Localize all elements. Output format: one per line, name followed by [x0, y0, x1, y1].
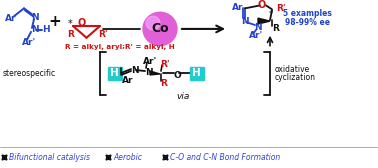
Text: H: H	[42, 25, 50, 34]
Text: Ar': Ar'	[143, 57, 157, 66]
Circle shape	[143, 12, 177, 46]
Polygon shape	[258, 18, 270, 24]
Text: Ar: Ar	[232, 3, 243, 12]
FancyBboxPatch shape	[107, 67, 121, 80]
Text: Ar: Ar	[5, 14, 17, 23]
Text: +: +	[49, 14, 61, 29]
Text: R: R	[67, 30, 74, 39]
Polygon shape	[150, 71, 160, 75]
Text: R: R	[160, 79, 167, 88]
Text: N: N	[254, 24, 262, 32]
Text: N: N	[241, 17, 249, 26]
Text: H: H	[192, 68, 201, 78]
Text: R': R'	[98, 30, 108, 39]
Text: Ar': Ar'	[22, 38, 36, 47]
Text: C-O and C-N Bond Formation: C-O and C-N Bond Formation	[170, 153, 280, 162]
Text: Ar: Ar	[122, 76, 133, 85]
Text: R': R'	[160, 60, 170, 69]
Text: cyclization: cyclization	[275, 73, 316, 82]
Text: via: via	[176, 92, 190, 101]
Text: R: R	[272, 24, 279, 33]
Text: R = alkyl, aryl;R' = alkyl, H: R = alkyl, aryl;R' = alkyl, H	[65, 44, 175, 50]
Circle shape	[146, 16, 160, 30]
Text: *: *	[68, 19, 72, 29]
Text: stereospecific: stereospecific	[3, 70, 56, 78]
Text: oxidative: oxidative	[275, 65, 310, 74]
Text: Aerobic: Aerobic	[113, 153, 142, 162]
Text: H: H	[110, 68, 119, 78]
Text: Bifunctional catalysis: Bifunctional catalysis	[9, 153, 90, 162]
Text: O: O	[174, 71, 182, 80]
Text: N: N	[131, 66, 139, 75]
Text: Co: Co	[151, 22, 169, 35]
Text: N: N	[31, 25, 39, 34]
Text: 98-99% ee: 98-99% ee	[285, 18, 330, 27]
Text: *: *	[269, 10, 273, 19]
Text: O: O	[258, 0, 266, 10]
Text: N: N	[31, 13, 39, 22]
Text: 5 examples: 5 examples	[283, 9, 332, 18]
Text: Ar': Ar'	[249, 31, 263, 40]
FancyBboxPatch shape	[189, 67, 203, 80]
Text: O: O	[78, 18, 86, 28]
Text: N: N	[145, 69, 153, 77]
Text: R': R'	[276, 4, 286, 13]
